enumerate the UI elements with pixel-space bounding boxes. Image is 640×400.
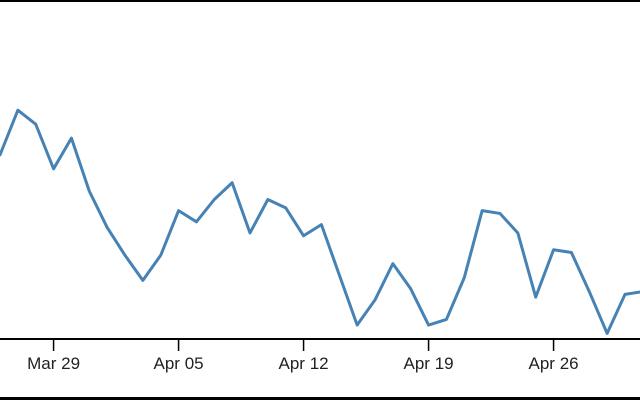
x-tick-label: Mar 29 (27, 354, 80, 373)
data-point (463, 276, 466, 279)
x-tick-label: Apr 26 (529, 354, 579, 373)
data-point (70, 136, 73, 140)
x-axis-ticks: Mar 29 Apr 05 Apr 12 Apr 19 Apr 26 (27, 339, 579, 373)
data-point (480, 209, 484, 212)
data-point (284, 206, 287, 210)
chart-top-border (0, 0, 640, 2)
data-point (534, 295, 537, 299)
chart-bottom-border (0, 397, 640, 400)
data-point (338, 273, 341, 277)
data-point (373, 298, 377, 302)
data-point (159, 254, 162, 257)
data-point (409, 287, 412, 290)
x-tick-label: Apr 19 (404, 354, 454, 373)
data-point (266, 198, 270, 201)
data-point (248, 231, 252, 235)
x-tick-label: Apr 05 (154, 354, 204, 373)
data-point (570, 251, 573, 254)
data-point (498, 212, 502, 215)
data-point (391, 262, 395, 265)
data-point (320, 223, 323, 226)
data-point (16, 109, 20, 112)
data-point (623, 293, 627, 296)
series-line (0, 108, 640, 335)
data-point (605, 332, 609, 335)
data-point (105, 226, 109, 229)
data-point (588, 290, 591, 293)
data-point (230, 181, 234, 184)
data-point (0, 153, 2, 157)
data-point (123, 254, 127, 257)
series-points (0, 109, 627, 335)
data-point (427, 323, 430, 327)
x-tick-label: Apr 12 (279, 354, 329, 373)
data-point (302, 234, 305, 237)
data-point (52, 167, 55, 171)
data-point (445, 318, 448, 321)
data-point (213, 198, 216, 201)
data-point (34, 122, 37, 126)
data-point (516, 231, 520, 235)
data-point (177, 209, 180, 212)
data-point (141, 279, 145, 282)
data-point (552, 248, 555, 251)
data-point (88, 189, 91, 193)
data-point (195, 220, 198, 224)
data-point (355, 323, 359, 327)
